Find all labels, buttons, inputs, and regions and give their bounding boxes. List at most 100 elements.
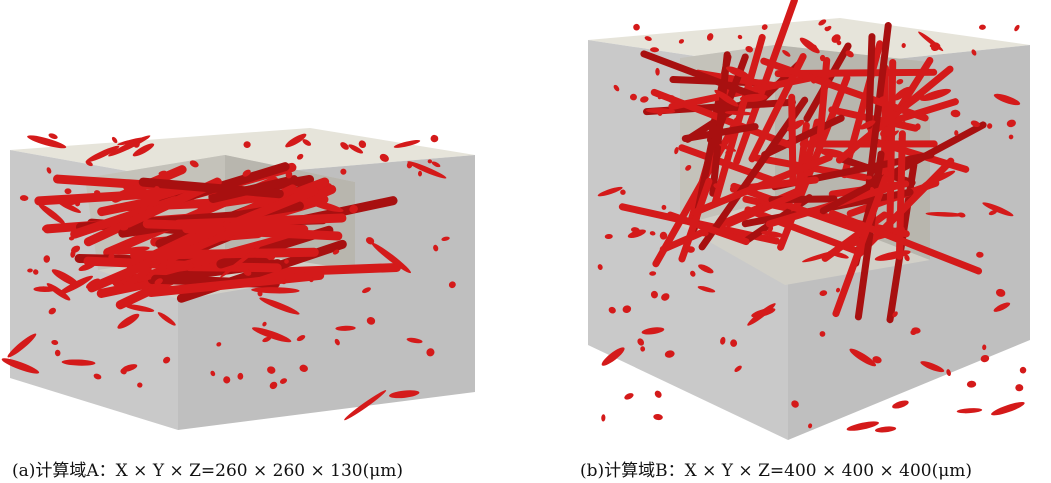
fiber-cross-section — [371, 242, 411, 274]
fiber-cross-section — [61, 359, 96, 366]
fiber-cross-section — [904, 254, 910, 262]
fiber-cross-section — [859, 120, 876, 130]
fiber-cross-section — [51, 269, 80, 287]
fiber-cross-section — [657, 110, 663, 116]
fiber-cross-section — [836, 40, 842, 46]
fiber-cross-section — [730, 339, 738, 347]
fiber-cross-section — [441, 236, 450, 241]
fiber-cross-section — [222, 221, 232, 229]
domain-b-render — [588, 0, 1030, 440]
fiber — [146, 270, 325, 297]
fiber-cross-section — [259, 297, 300, 315]
fiber-cross-section — [993, 302, 1011, 312]
fiber-cross-section — [633, 23, 640, 31]
fiber-cross-section — [910, 329, 917, 335]
fiber-cross-section — [597, 264, 603, 270]
fiber-cross-section — [157, 263, 168, 271]
fiber-cross-section — [154, 278, 163, 286]
fiber-cross-section — [281, 278, 287, 285]
fiber-cross-section — [620, 189, 626, 195]
fiber-cross-section — [754, 203, 763, 210]
fiber-cross-section — [956, 408, 983, 414]
fiber-cross-section — [251, 287, 300, 294]
fiber — [711, 33, 766, 207]
fiber-bundle-b — [618, 0, 987, 324]
fiber-cross-section — [33, 269, 39, 275]
panel-b-caption: (b)计算域B：X × Y × Z=400 × 400 × 400(μm) — [580, 461, 973, 481]
fiber-cross-section — [640, 346, 646, 352]
fiber-cross-section — [630, 93, 637, 101]
fiber-cross-section — [946, 369, 951, 376]
fiber-cross-section — [630, 227, 640, 233]
fiber-cross-section — [597, 186, 623, 197]
fiber-cross-section — [719, 143, 737, 152]
fiber-cross-section — [123, 185, 129, 191]
fiber-cross-section — [108, 253, 115, 260]
fiber-cross-section — [662, 245, 668, 252]
fiber — [895, 130, 906, 260]
fiber-cross-section — [334, 338, 340, 346]
fiber-cross-section — [976, 251, 984, 258]
fiber-cross-section — [43, 255, 51, 263]
fiber-cross-section — [882, 169, 890, 177]
fiber-cross-section — [957, 212, 966, 218]
fiber-cross-section — [7, 333, 37, 358]
fiber-cross-section — [340, 142, 349, 150]
fiber-cross-section — [818, 148, 847, 158]
fiber-cross-section — [46, 167, 52, 174]
fiber-cross-section — [285, 170, 293, 179]
fiber-cross-sections-b — [597, 19, 1027, 433]
fiber-cross-section — [57, 200, 81, 213]
fiber-cross-section — [257, 290, 263, 297]
fiber-cross-section — [187, 262, 194, 270]
fiber-cross-section — [654, 390, 662, 398]
fiber-cross-section — [874, 426, 897, 433]
fiber — [832, 174, 889, 318]
fiber-cross-section — [154, 186, 161, 193]
fiber-cross-section — [613, 84, 620, 92]
fiber — [678, 177, 713, 263]
fiber-cross-section — [874, 250, 911, 261]
fiber-cross-section — [966, 380, 977, 388]
fiber-cross-section — [48, 133, 58, 140]
fiber-cross-section — [252, 327, 292, 343]
fiber-cross-section — [686, 246, 695, 253]
fiber-cross-section — [216, 342, 222, 347]
fiber-cross-section — [659, 231, 668, 240]
fiber-cross-section — [117, 313, 140, 329]
fiber-cross-section — [892, 311, 898, 318]
fiber-cross-section — [78, 262, 96, 272]
fiber-cross-section — [980, 355, 990, 363]
fiber-cross-section — [366, 316, 376, 325]
fiber-cross-section — [802, 250, 840, 263]
fiber-cross-section — [706, 33, 714, 41]
fiber — [865, 33, 876, 130]
fiber-cross-section — [19, 195, 29, 201]
fiber-cross-section — [925, 212, 965, 217]
fiber-cross-section — [650, 47, 660, 53]
fiber-cross-section — [406, 337, 423, 344]
fiber-cross-section — [878, 96, 887, 104]
fiber-cross-section — [122, 241, 130, 247]
fiber-cross-section — [799, 37, 820, 54]
fiber-cross-section — [667, 95, 676, 103]
fiber-cross-section — [224, 228, 247, 234]
fiber-cross-section — [132, 143, 155, 157]
fiber-cross-section — [332, 249, 340, 255]
fiber-cross-section — [262, 336, 272, 343]
fiber-cross-section — [601, 414, 606, 422]
fiber-cross-section — [993, 93, 1021, 106]
fiber-cross-section — [872, 356, 882, 364]
fiber-cross-section — [698, 264, 714, 274]
fiber-cross-section — [157, 312, 176, 326]
fiber-cross-section — [285, 133, 307, 148]
fiber-cross-section — [919, 88, 952, 102]
fiber-cross-section — [302, 139, 312, 146]
fiber-cross-section — [1006, 119, 1016, 128]
fiber — [828, 210, 983, 275]
fiber-cross-section — [267, 366, 276, 374]
fiber-cross-section — [767, 226, 774, 234]
fiber-cross-section — [430, 134, 439, 143]
fiber-cross-section — [720, 336, 726, 345]
fiber-cross-section — [725, 150, 730, 156]
